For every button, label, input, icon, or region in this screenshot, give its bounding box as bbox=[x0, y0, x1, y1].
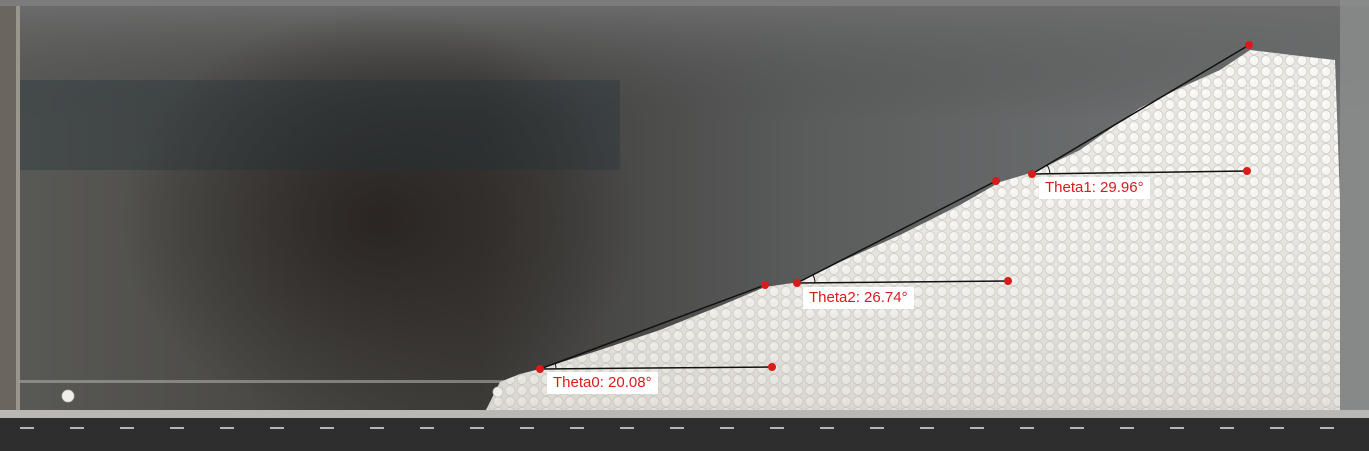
theta2-slope-endpoint[interactable] bbox=[992, 177, 1000, 185]
tank-floor bbox=[0, 410, 1369, 418]
theta1-baseline-endpoint[interactable] bbox=[1243, 167, 1251, 175]
theta0-vertex-point[interactable] bbox=[536, 365, 544, 373]
reflection-band bbox=[0, 80, 620, 170]
theta2-baseline bbox=[796, 280, 1009, 284]
stray-bead bbox=[61, 389, 75, 403]
theta1-vertex-point[interactable] bbox=[1028, 170, 1036, 178]
theta2-angle-annotation bbox=[793, 177, 1012, 287]
stray-bead bbox=[492, 386, 504, 398]
tank-left-frame bbox=[0, 0, 16, 415]
theta2-label: Theta2: 26.74° bbox=[803, 287, 914, 309]
tank-top-frame bbox=[0, 0, 1369, 6]
base-dash-marks bbox=[20, 427, 1334, 429]
theta0-label: Theta0: 20.08° bbox=[547, 372, 658, 394]
tank-right-frame bbox=[1340, 0, 1369, 415]
theta2-vertex-point[interactable] bbox=[793, 279, 801, 287]
theta0-arc bbox=[554, 362, 557, 370]
theta1-label: Theta1: 29.96° bbox=[1039, 177, 1150, 199]
theta0-angle-annotation bbox=[536, 281, 776, 373]
tank-base bbox=[0, 418, 1369, 451]
theta0-baseline-endpoint[interactable] bbox=[768, 363, 776, 371]
reflection-shadow bbox=[120, 10, 640, 430]
theta0-slope-line bbox=[539, 284, 766, 370]
theta2-slope-line bbox=[796, 180, 997, 284]
bead-pile-shading bbox=[486, 50, 1340, 412]
tank-left-edge bbox=[16, 0, 20, 415]
theta2-baseline-endpoint[interactable] bbox=[1004, 277, 1012, 285]
theta1-slope-endpoint[interactable] bbox=[1245, 41, 1253, 49]
theta1-slope-line bbox=[1031, 44, 1250, 175]
theta1-baseline bbox=[1031, 170, 1248, 175]
theta2-arc bbox=[812, 274, 816, 284]
theta1-arc bbox=[1046, 164, 1051, 175]
theta1-angle-annotation bbox=[1028, 41, 1253, 178]
theta0-slope-endpoint[interactable] bbox=[761, 281, 769, 289]
theta0-baseline bbox=[539, 366, 773, 370]
